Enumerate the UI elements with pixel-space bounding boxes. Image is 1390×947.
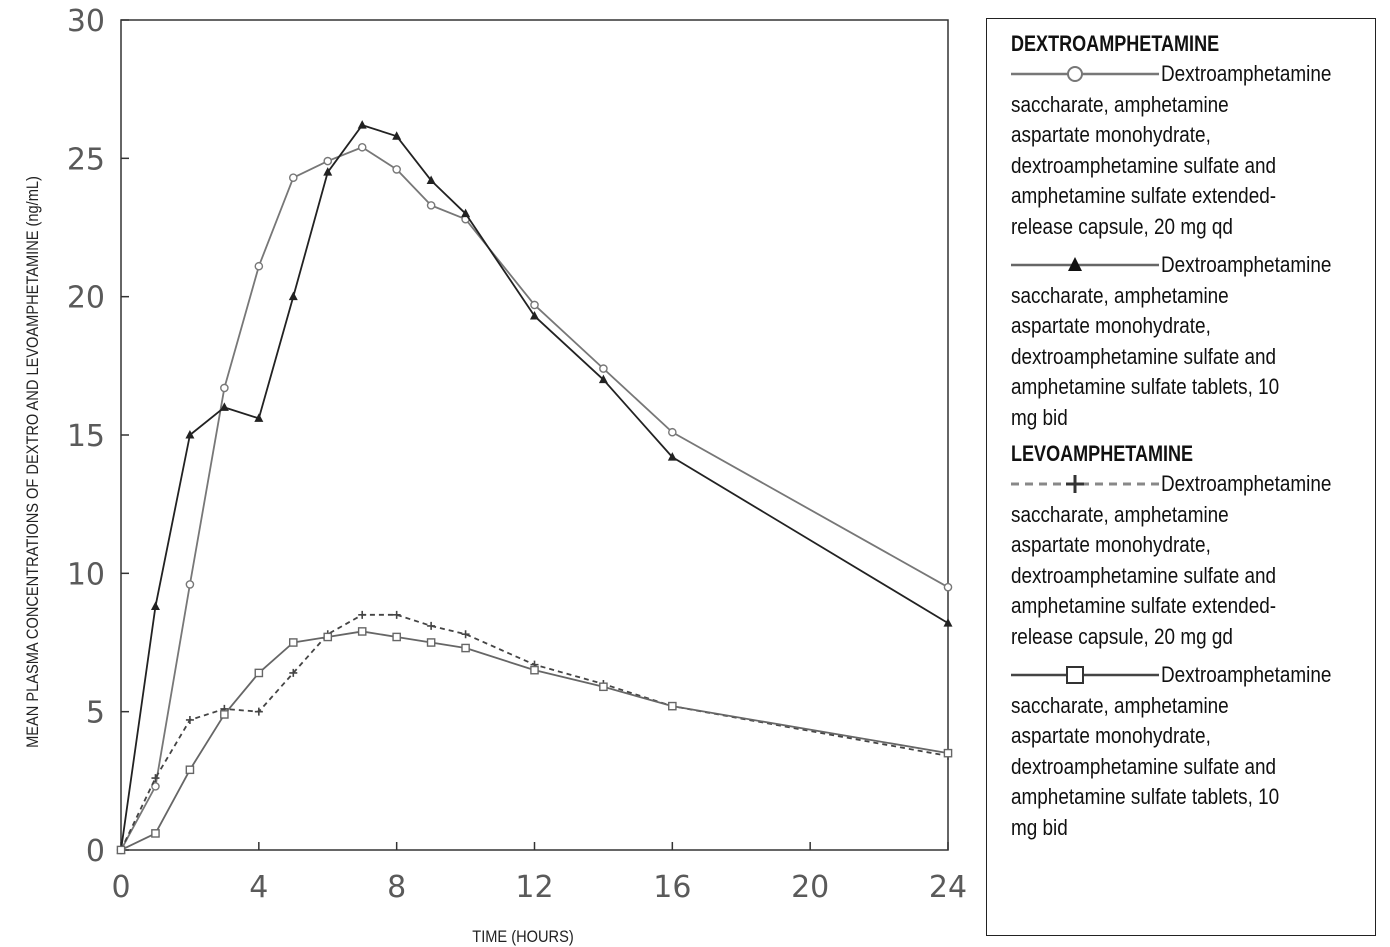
data-point: [185, 715, 194, 724]
data-point: [668, 427, 677, 437]
x-tick-label: 0: [111, 870, 130, 905]
plot-frame: [120, 19, 949, 851]
data-point: [254, 413, 264, 422]
data-point: [426, 638, 436, 647]
y-tick-label: 30: [67, 4, 105, 39]
series-line: [120, 124, 949, 851]
data-point: [357, 142, 367, 152]
data-point: [667, 452, 677, 461]
data-point: [427, 621, 436, 630]
legend-sample-plus: [1011, 475, 1159, 494]
data-point: [426, 201, 436, 210]
data-point: [426, 175, 436, 184]
data-point: [943, 748, 953, 758]
legend: DEXTROAMPHETAMINE Dextroamphetamine sacc…: [986, 18, 1376, 936]
data-point: [323, 156, 333, 166]
pk-line-chart: 0 5 10 15 20 25 30 0 4 8 12 16 20 24 TIME (HOURS) ME…: [24, 4, 967, 946]
data-point: [220, 383, 229, 393]
data-point: [461, 643, 470, 653]
x-tick-label: 16: [653, 870, 691, 905]
legend-entry: Dextroamphetamine saccharate, amphetamin…: [1011, 59, 1365, 242]
data-point: [151, 829, 160, 838]
series-levo-ir: [116, 627, 953, 855]
data-point: [392, 165, 401, 174]
data-point: [461, 208, 471, 218]
data-point: [530, 311, 539, 320]
y-axis-ticks: 0 5 10 15 20 25 30: [67, 4, 129, 869]
data-point: [220, 710, 229, 719]
data-point: [357, 627, 367, 636]
data-point: [357, 120, 367, 129]
data-point: [599, 364, 608, 373]
legend-sample-open-circle: [1011, 66, 1159, 83]
data-point: [254, 668, 264, 678]
x-axis-ticks: 0 4 8 12 16 20 24: [111, 842, 967, 905]
data-point: [461, 630, 470, 639]
data-point: [288, 173, 298, 182]
x-tick-label: 4: [249, 870, 268, 905]
data-point: [116, 845, 126, 855]
legend-sample-open-square: [1011, 666, 1159, 685]
legend-entry: Dextroamphetamine saccharate, amphetamin…: [1011, 250, 1365, 433]
series-dex-xr: [116, 142, 953, 855]
series-layer: [116, 120, 953, 855]
data-point: [530, 300, 539, 310]
data-point: [392, 610, 401, 619]
data-point: [254, 707, 263, 716]
data-point: [151, 774, 160, 783]
x-axis-title: TIME (HOURS): [472, 928, 573, 946]
data-point: [151, 782, 160, 791]
x-tick-label: 8: [387, 870, 406, 905]
y-tick-label: 15: [67, 419, 105, 454]
data-point: [288, 638, 298, 647]
y-tick-label: 0: [86, 834, 105, 869]
legend-sample-filled-triangle: [1011, 257, 1159, 272]
legend-entry: Dextroamphetamine saccharate, amphetamin…: [1011, 469, 1365, 652]
legend-entry-first: Dextroamphetamine: [1161, 252, 1332, 277]
data-point: [289, 668, 298, 677]
data-point: [288, 291, 298, 301]
y-tick-label: 25: [67, 142, 105, 177]
legend-entry-first: Dextroamphetamine: [1161, 61, 1332, 86]
data-point: [185, 430, 195, 439]
legend-heading-levo: LEVOAMPHETAMINE: [1011, 441, 1194, 466]
x-tick-label: 20: [791, 870, 829, 905]
data-point: [323, 632, 333, 642]
legend-entry-text: saccharate, amphetamine aspartate monohy…: [1011, 91, 1277, 239]
x-tick-label: 12: [515, 870, 553, 905]
data-point: [358, 610, 367, 619]
y-tick-label: 5: [86, 696, 105, 731]
series-line: [120, 146, 949, 851]
data-point: [392, 131, 402, 140]
data-point: [185, 765, 195, 775]
data-point: [598, 374, 608, 384]
data-point: [599, 682, 608, 692]
x-tick-label: 24: [929, 870, 967, 905]
data-point: [668, 701, 677, 711]
legend-entry-first: Dextroamphetamine: [1161, 471, 1332, 496]
data-point: [254, 261, 264, 271]
data-point: [323, 167, 333, 176]
legend-entry-text: saccharate, amphetamine aspartate monohy…: [1011, 501, 1277, 649]
data-point: [530, 665, 539, 675]
data-point: [943, 618, 953, 627]
y-tick-label: 20: [67, 281, 105, 316]
legend-entry-first: Dextroamphetamine: [1161, 662, 1332, 687]
data-point: [150, 601, 160, 611]
series-dex-ir: [116, 120, 953, 854]
data-point: [943, 582, 953, 592]
legend-entry: Dextroamphetamine saccharate, amphetamin…: [1011, 660, 1365, 843]
data-point: [185, 580, 195, 589]
data-point: [392, 632, 401, 642]
legend-heading-dextro: DEXTROAMPHETAMINE: [1011, 31, 1220, 56]
legend-entry-text: saccharate, amphetamine aspartate monohy…: [1011, 282, 1280, 430]
data-point: [219, 402, 229, 411]
legend-entry-text: saccharate, amphetamine aspartate monohy…: [1011, 692, 1280, 840]
y-tick-label: 10: [67, 557, 105, 592]
y-axis-title: MEAN PLASMA CONCENTRATIONS OF DEXTRO AND…: [24, 176, 42, 748]
